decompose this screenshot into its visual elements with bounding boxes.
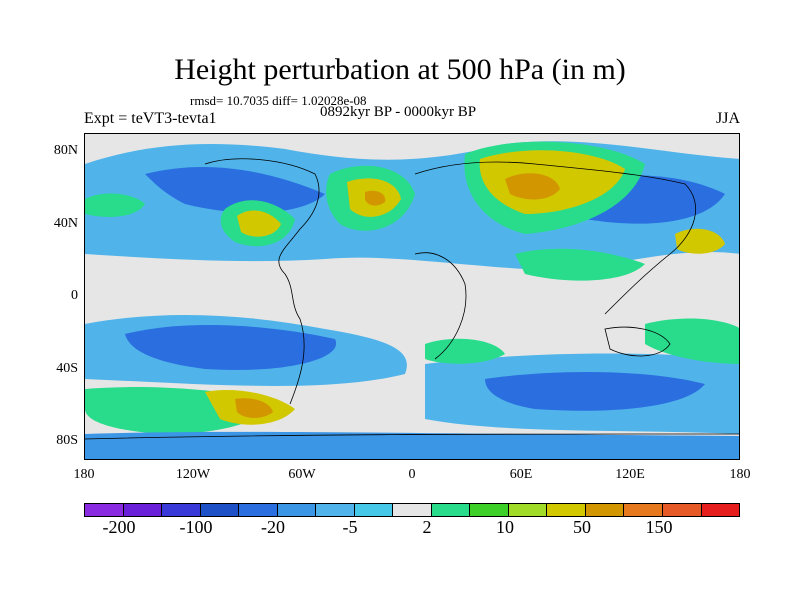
colorbar-swatch: [162, 504, 201, 516]
colorbar-swatch: [85, 504, 124, 516]
colorbar-swatch: [393, 504, 432, 516]
lon-label-180w: 180: [73, 467, 95, 482]
lat-label-0: 0: [71, 288, 78, 303]
map-panel: [84, 133, 740, 460]
colorbar-swatch: [470, 504, 509, 516]
colorbar-label: -5: [342, 517, 358, 537]
lon-label-180e: 180: [729, 467, 751, 482]
lat-label-80s: 80S: [56, 433, 78, 448]
season-label: JJA: [715, 110, 740, 127]
lat-label-40n: 40N: [53, 216, 78, 231]
lon-label-120e: 120E: [615, 467, 645, 482]
colorbar-swatch: [316, 504, 355, 516]
lon-label-60w: 60W: [288, 467, 316, 482]
colorbar-swatch: [200, 504, 240, 516]
colorbar-swatch: [624, 504, 663, 516]
colorbar: [84, 503, 740, 517]
lon-label-120w: 120W: [175, 467, 211, 482]
colorbar-label: 2: [422, 517, 432, 537]
colorbar-swatch: [123, 504, 163, 516]
colorbar-swatch: [547, 504, 586, 516]
lon-label-60e: 60E: [509, 467, 533, 482]
experiment-label: Expt = teVT3-tevta1: [84, 110, 217, 127]
lat-label-80n: 80N: [53, 143, 78, 158]
colorbar-swatch: [662, 504, 702, 516]
colorbar-swatch: [277, 504, 317, 516]
colorbar-label: 50: [573, 517, 591, 537]
colorbar-swatch: [585, 504, 625, 516]
colorbar-swatch: [701, 504, 740, 516]
colorbar-label: -20: [261, 517, 285, 537]
colorbar-swatch: [239, 504, 278, 516]
colorbar-swatch: [431, 504, 471, 516]
colorbar-swatch: [508, 504, 548, 516]
colorbar-label: 150: [645, 517, 673, 537]
colorbar-label: 10: [496, 517, 514, 537]
stats-label: rmsd= 10.7035 diff= 1.02028e-08: [190, 93, 367, 108]
lon-label-0: 0: [408, 467, 416, 482]
colorbar-swatch: [354, 504, 394, 516]
lat-label-40s: 40S: [56, 361, 78, 376]
height-field-map: [85, 134, 739, 459]
map-title: Height perturbation at 500 hPa (in m): [174, 53, 626, 86]
period-label: 0892kyr BP - 0000kyr BP: [320, 104, 477, 120]
colorbar-label: -100: [179, 517, 213, 537]
colorbar-label: -200: [102, 517, 136, 537]
